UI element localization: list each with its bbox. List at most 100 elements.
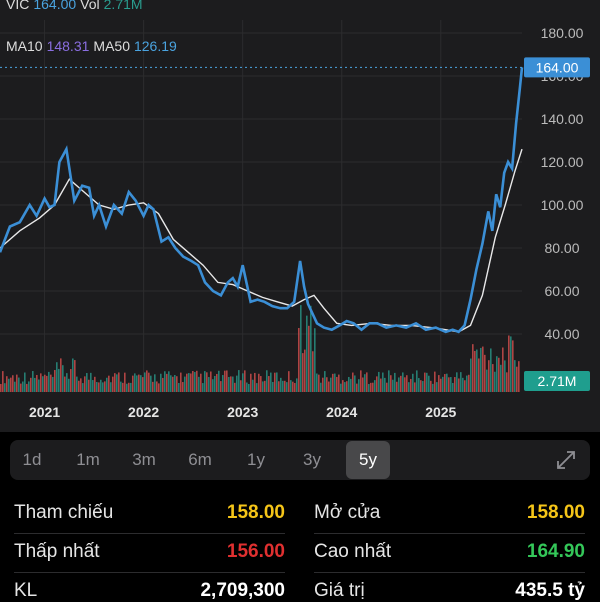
- volume-bar: [72, 358, 74, 392]
- volume-bar: [452, 382, 454, 392]
- volume-bar: [262, 381, 264, 392]
- volume-bar: [306, 315, 308, 392]
- expand-icon[interactable]: [554, 448, 578, 472]
- volume-bar: [12, 375, 14, 392]
- volume-bar: [156, 381, 158, 392]
- volume-bar: [372, 382, 374, 392]
- volume-bar: [422, 381, 424, 392]
- volume-bar: [106, 377, 108, 392]
- volume-bar: [250, 373, 252, 392]
- volume-bar: [82, 383, 84, 392]
- volume-bar: [110, 382, 112, 392]
- volume-bar: [172, 376, 174, 392]
- volume-bar: [242, 373, 244, 392]
- tab-3y[interactable]: 3y: [303, 450, 321, 469]
- volume-bar: [462, 377, 464, 392]
- volume-bar: [356, 383, 358, 392]
- volume-bar: [228, 376, 230, 392]
- volume-bar: [24, 372, 26, 392]
- low-price-value: 156.00: [226, 541, 285, 562]
- volume-bar: [350, 378, 352, 392]
- volume-bar: [368, 383, 370, 392]
- volume-bar: [192, 371, 194, 392]
- volume-bar: [126, 383, 128, 392]
- tab-5y[interactable]: 5y: [346, 441, 390, 479]
- volume-bar: [260, 376, 262, 392]
- volume-bar: [44, 374, 46, 392]
- volume-bar: [406, 375, 408, 392]
- volume-bar: [484, 354, 486, 392]
- volume-bar: [392, 379, 394, 392]
- volume-bar: [342, 380, 344, 392]
- tab-6m[interactable]: 6m: [188, 450, 212, 469]
- volume-bar: [134, 373, 136, 392]
- volume-bar: [224, 370, 226, 392]
- stock-chart[interactable]: 180.00160.00140.00120.00100.0080.0060.00…: [0, 0, 600, 432]
- volume-bar: [120, 381, 122, 392]
- volume-bar: [414, 382, 416, 392]
- volume-bar: [238, 370, 240, 392]
- volume-bar: [52, 376, 54, 392]
- volume-bar: [148, 372, 150, 392]
- volume-bar: [244, 370, 246, 392]
- volume-bar: [288, 371, 290, 392]
- volume-bar: [130, 382, 132, 392]
- volume-bar: [84, 376, 86, 392]
- volume-bar: [320, 382, 322, 392]
- tab-1y[interactable]: 1y: [247, 450, 265, 469]
- volume-bar: [438, 375, 440, 392]
- volume-bar: [366, 372, 368, 392]
- volume-bar: [468, 374, 470, 392]
- volume-bar: [410, 378, 412, 392]
- volume-bar: [184, 376, 186, 392]
- volume-bar: [442, 376, 444, 392]
- volume-bar: [122, 382, 124, 392]
- volume-bar: [322, 377, 324, 392]
- volume-bar: [138, 374, 140, 392]
- volume-bar: [86, 373, 88, 392]
- volume-bar: [398, 377, 400, 392]
- ref-price-value: 158.00: [226, 502, 285, 523]
- volume-bar: [518, 361, 520, 392]
- tab-3m[interactable]: 3m: [132, 450, 156, 469]
- volume-bar: [466, 375, 468, 392]
- volume-bar: [440, 378, 442, 392]
- volume-bar: [286, 382, 288, 392]
- volume-bar: [166, 373, 168, 392]
- volume-bar: [100, 379, 102, 392]
- volume-bar: [276, 372, 278, 392]
- volume-bar: [216, 373, 218, 392]
- volume-bar: [266, 370, 268, 392]
- volume-bar: [416, 370, 418, 392]
- volume-bar: [48, 371, 50, 392]
- volume-bar: [514, 360, 516, 392]
- volume-bar: [428, 375, 430, 392]
- volume-bar: [188, 373, 190, 392]
- price-chart-svg[interactable]: 180.00160.00140.00120.00100.0080.0060.00…: [0, 0, 600, 432]
- volume-bar: [282, 380, 284, 392]
- volume-bar: [264, 380, 266, 392]
- volume-bar: [408, 382, 410, 392]
- volume-bar: [390, 375, 392, 392]
- volume-bar: [374, 380, 376, 392]
- tab-1d[interactable]: 1d: [22, 450, 42, 469]
- x-tick-label: 2025: [425, 404, 456, 420]
- volume-bar: [58, 368, 60, 392]
- volume-bar: [386, 382, 388, 392]
- volume-bar: [20, 383, 22, 392]
- y-tick-label: 100.00: [541, 197, 584, 213]
- tab-1m[interactable]: 1m: [76, 450, 100, 469]
- divider: [314, 572, 585, 573]
- volume-bar: [284, 380, 286, 392]
- divider: [314, 533, 585, 534]
- volume-badge-label: 2.71M: [538, 373, 577, 389]
- volume-bar: [298, 328, 300, 392]
- volume-bar: [430, 380, 432, 392]
- volume-bar: [318, 374, 320, 392]
- volume-bar: [158, 383, 160, 392]
- volume-bar: [222, 375, 224, 392]
- low-price-label: Thấp nhất: [14, 541, 100, 562]
- volume-bar: [170, 375, 172, 392]
- legend-vol: 2.71M: [103, 0, 143, 12]
- volume-bar: [88, 379, 90, 392]
